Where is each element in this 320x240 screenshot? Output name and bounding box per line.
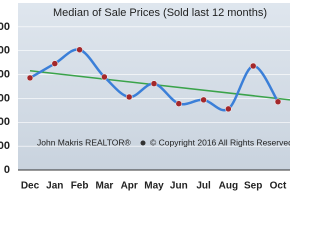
separator-dot: [140, 140, 146, 146]
chart: Median of Sale Prices (Sold last 12 mont…: [0, 3, 290, 192]
data-point: [274, 98, 282, 106]
y-tick-label: 0: [4, 164, 10, 176]
y-tick-label: 000: [0, 68, 10, 80]
data-point: [125, 93, 133, 101]
data-point: [175, 100, 183, 107]
x-tick-label: May: [144, 181, 164, 192]
y-tick-label: 00: [0, 21, 10, 33]
data-point: [200, 96, 207, 104]
x-tick-label: Apr: [121, 181, 138, 192]
x-tick-label: Jun: [170, 181, 188, 192]
data-point: [225, 105, 232, 113]
x-tick-label: Jul: [196, 181, 211, 192]
x-tick-label: Sep: [244, 181, 262, 192]
y-tick-label: 000: [0, 92, 10, 104]
data-point: [101, 73, 108, 81]
data-point: [51, 60, 59, 67]
x-tick-label: Jan: [46, 181, 63, 192]
x-tick-label: Dec: [21, 181, 40, 192]
data-point: [249, 62, 257, 70]
watermark: © Copyright 2016 All Rights Reserved: [150, 137, 290, 147]
x-tick-label: Mar: [96, 181, 114, 192]
data-point: [26, 74, 34, 82]
watermark: John Makris REALTOR®: [37, 137, 132, 147]
x-tick-label: Oct: [270, 181, 287, 192]
data-point: [150, 80, 158, 87]
data-point: [76, 46, 83, 54]
y-tick-label: 000: [0, 140, 10, 152]
y-tick-label: 000: [0, 116, 10, 128]
x-tick-label: Aug: [219, 181, 238, 192]
trend-line: [29, 70, 290, 101]
y-tick-label: 000: [0, 45, 10, 57]
x-tick-label: Feb: [71, 181, 89, 192]
chart-title: Median of Sale Prices (Sold last 12 mont…: [53, 7, 267, 19]
